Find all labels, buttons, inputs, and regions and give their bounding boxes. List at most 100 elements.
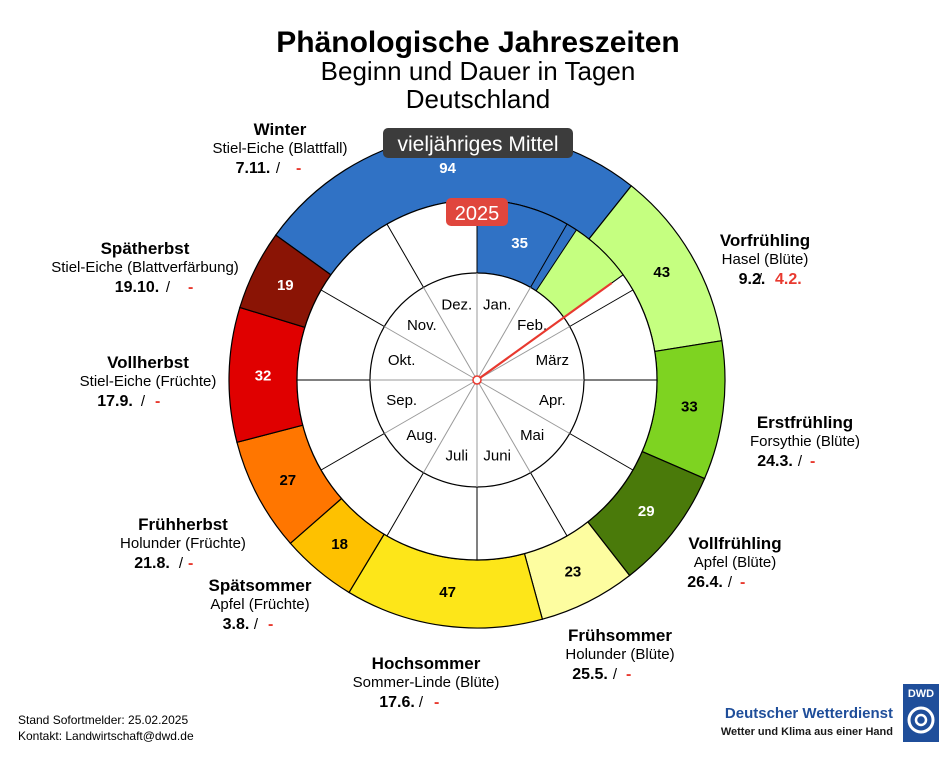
season-date-separator: / <box>728 574 733 591</box>
season-date-separator: / <box>141 393 146 410</box>
outer-value-spätherbst: 19 <box>277 277 294 294</box>
month-label: Juli <box>446 447 469 464</box>
season-name: Spätherbst <box>101 239 190 258</box>
month-label: Apr. <box>539 392 566 409</box>
chart-subtitle: Beginn und Dauer in Tagen <box>321 56 636 86</box>
outer-value-vollherbst: 32 <box>255 367 272 384</box>
season-current-start: - <box>740 574 745 591</box>
season-date-separator: / <box>166 279 171 296</box>
month-label: Feb. <box>517 317 547 334</box>
outer-ring-legend-text: vieljähriges Mittel <box>397 133 558 156</box>
outer-value-winter: 94 <box>439 160 456 177</box>
month-spoke-outer <box>320 433 385 471</box>
month-label: Dez. <box>441 297 472 314</box>
dwd-logo: Deutscher Wetterdienst Wetter und Klima … <box>721 684 939 742</box>
month-spoke-inner <box>478 287 531 377</box>
season-mean-start: 19.10. <box>115 279 159 296</box>
season-date-separator: / <box>254 616 259 633</box>
season-indicator: Stiel-Eiche (Blattfall) <box>212 140 347 157</box>
season-name: Frühherbst <box>138 515 228 534</box>
season-name: Winter <box>254 120 307 139</box>
outer-value-vorfrühling: 43 <box>653 264 670 281</box>
season-current-start: - <box>188 555 193 572</box>
season-indicator: Stiel-Eiche (Blattverfärbung) <box>51 259 239 276</box>
month-spoke-inner <box>384 326 474 379</box>
season-mean-start: 7.11. <box>236 160 271 177</box>
season-indicator: Apfel (Früchte) <box>210 596 309 613</box>
chart-title: Phänologische Jahreszeiten <box>276 26 679 59</box>
season-current-start: - <box>626 666 631 683</box>
season-mean-start: 26.4. <box>687 574 723 591</box>
month-spoke-inner <box>478 383 531 473</box>
season-indicator: Stiel-Eiche (Früchte) <box>80 373 217 390</box>
season-mean-start: 17.6. <box>379 694 415 711</box>
footer-stand: Stand Sofortmelder: 25.02.2025 <box>18 713 188 727</box>
season-current-start: - <box>810 453 815 470</box>
month-label: Okt. <box>388 352 416 369</box>
dwd-logo-name: Deutscher Wetterdienst <box>725 705 893 722</box>
month-label: März <box>536 352 569 369</box>
outer-value-hochsommer: 47 <box>439 584 456 601</box>
month-label: Mai <box>520 427 544 444</box>
season-indicator: Sommer-Linde (Blüte) <box>353 674 500 691</box>
season-mean-start: 21.8. <box>134 555 170 572</box>
season-mean-start: 3.8. <box>223 616 250 633</box>
season-indicator: Hasel (Blüte) <box>722 251 809 268</box>
outer-value-erstfrühling: 33 <box>681 399 698 416</box>
report-date-marker <box>476 282 613 381</box>
month-spoke-inner <box>480 381 570 434</box>
outer-value-spätsommer: 18 <box>331 536 348 553</box>
month-spoke-inner <box>384 381 474 434</box>
month-label: Sep. <box>386 392 417 409</box>
season-date-separator: / <box>419 694 424 711</box>
month-spoke-outer <box>320 289 385 327</box>
inner-ring-legend: 2025 <box>446 198 508 226</box>
month-label: Juni <box>483 447 511 464</box>
season-mean-start: 17.9. <box>97 393 133 410</box>
season-mean-start: 9.2. <box>739 271 766 288</box>
season-name: Spätsommer <box>209 576 312 595</box>
season-mean-start: 25.5. <box>572 666 608 683</box>
season-current-start: - <box>434 694 439 711</box>
month-spoke-outer <box>386 223 424 288</box>
season-name: Erstfrühling <box>757 413 853 432</box>
outer-ring-legend: vieljähriges Mittel <box>383 128 573 158</box>
inner-value-winter: 35 <box>511 235 528 252</box>
month-label: Nov. <box>407 317 437 334</box>
month-spoke-inner <box>423 383 476 473</box>
month-spoke-inner <box>423 287 476 377</box>
inner-ring-legend-box <box>446 198 508 226</box>
dwd-logo-spiral-icon <box>907 706 935 734</box>
footer-kontakt: Kontakt: Landwirtschaft@dwd.de <box>18 729 194 743</box>
season-mean-start: 24.3. <box>757 453 793 470</box>
outer-value-vollfrühling: 29 <box>638 503 655 520</box>
dwd-logo-spiral-core <box>914 713 928 727</box>
month-label: Jan. <box>483 297 511 314</box>
month-spoke-outer <box>530 223 568 288</box>
clock-center <box>472 375 482 385</box>
season-indicator: Holunder (Blüte) <box>565 646 674 663</box>
dwd-logo-tagline: Wetter und Klima aus einer Hand <box>721 726 893 738</box>
season-current-start: 4.2. <box>775 271 802 288</box>
outer-value-frühsommer: 23 <box>565 563 582 580</box>
season-indicator: Apfel (Blüte) <box>694 554 777 571</box>
month-spoke-outer <box>530 472 568 537</box>
season-date-separator: / <box>758 271 763 288</box>
inner-ring-legend-text: 2025 <box>455 203 500 225</box>
chart-region: Deutschland <box>406 84 551 114</box>
month-grid: Jan. Feb. März Apr. Mai Juni Juli Aug. Sep. Okt. N… <box>297 200 657 560</box>
month-spoke-outer <box>386 472 424 537</box>
month-label: Aug. <box>406 427 437 444</box>
season-name: Vollherbst <box>107 353 189 372</box>
season-indicator: Holunder (Früchte) <box>120 535 246 552</box>
